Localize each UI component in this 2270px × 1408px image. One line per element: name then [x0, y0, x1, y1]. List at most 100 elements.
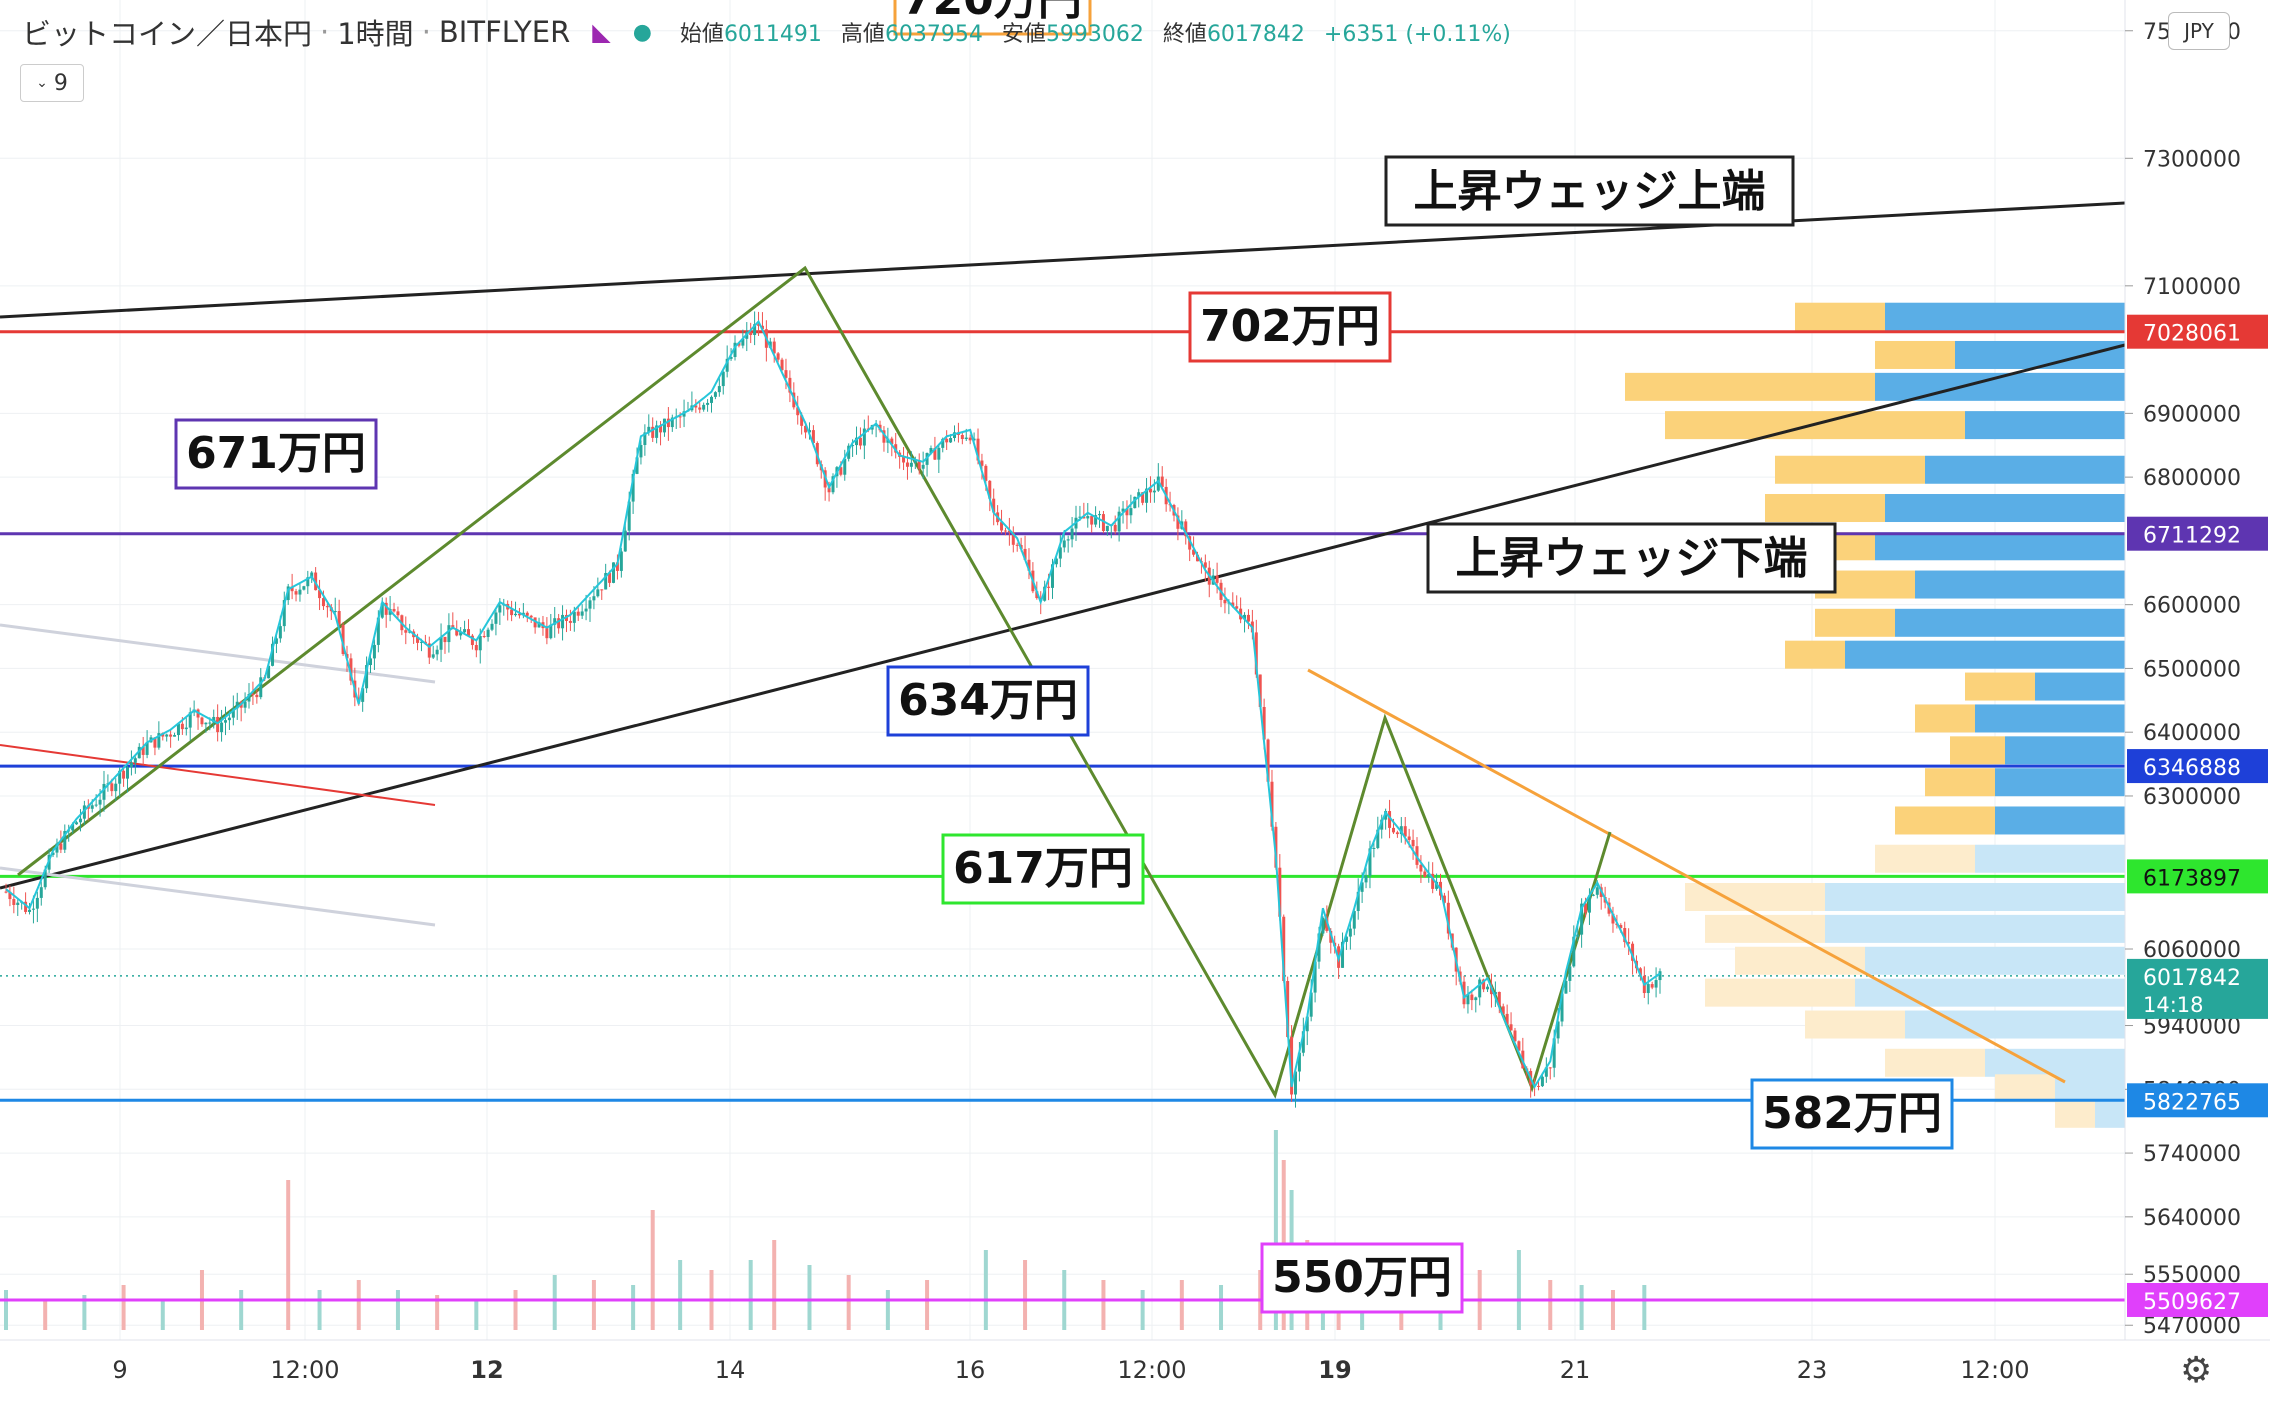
wedge-lower-line[interactable]: [0, 343, 2126, 890]
candle-body: [1047, 586, 1051, 588]
flag-icon[interactable]: ◣: [592, 18, 611, 46]
candle-body: [443, 636, 447, 643]
price-tag[interactable]: [2127, 958, 2268, 1019]
candle-body: [1027, 559, 1031, 571]
candle-body: [1470, 994, 1474, 1001]
candle-body: [831, 476, 835, 493]
wedge-label-box[interactable]: [1384, 155, 1795, 227]
candle-body: [498, 605, 502, 613]
candle-body: [572, 611, 576, 623]
volume-bar: [591, 1280, 596, 1330]
gear-icon[interactable]: ⚙: [2180, 1350, 2213, 1391]
candle-body: [478, 636, 482, 651]
level-label-box[interactable]: [1260, 1242, 1464, 1314]
level-label-box[interactable]: [886, 665, 1090, 737]
candle-body: [24, 901, 28, 912]
interval-label[interactable]: 1時間: [337, 17, 414, 51]
candle-body: [980, 460, 984, 466]
candle-body: [1148, 488, 1152, 493]
candle-body: [157, 733, 161, 748]
x-tick-label: 12:00: [270, 1356, 339, 1384]
volume-profile-buy: [2055, 1074, 2125, 1103]
candle-body: [114, 783, 118, 792]
candle-body: [1384, 811, 1388, 820]
price-tag[interactable]: [2127, 859, 2268, 894]
candle-body: [369, 658, 373, 666]
x-tick-label: 23: [1797, 1356, 1828, 1384]
candle-body: [255, 694, 259, 698]
candle-body: [188, 712, 192, 728]
candle-body: [1231, 602, 1235, 607]
y-tick-label: 7300000: [2143, 147, 2241, 172]
candle-body: [1133, 496, 1137, 509]
volume-bar: [395, 1290, 400, 1330]
candle-body: [1356, 891, 1360, 912]
candle-body: [1376, 829, 1380, 848]
candle-body: [909, 462, 913, 467]
volume-bar: [239, 1290, 244, 1330]
candle-body: [463, 629, 467, 633]
volume-bar: [435, 1295, 440, 1330]
candle-body: [776, 353, 780, 360]
top-label-box[interactable]: [893, 0, 1092, 36]
candle-body: [709, 396, 713, 403]
volume-profile-sell: [1805, 1010, 1905, 1039]
candle-body: [439, 636, 443, 650]
symbol-name[interactable]: ビットコイン／日本円: [22, 17, 313, 51]
candle-body: [655, 425, 659, 438]
candle-body: [1011, 532, 1015, 545]
price-tag[interactable]: [2127, 1282, 2268, 1317]
candle-body: [251, 694, 255, 696]
candle-body: [137, 746, 141, 759]
currency-badge[interactable]: JPY: [2168, 12, 2230, 50]
volume-profile-buy: [1825, 883, 2125, 911]
indicator-legend-toggle[interactable]: ⌄ 9: [20, 64, 84, 102]
candle-body: [1501, 1006, 1505, 1014]
volume-bar: [121, 1285, 126, 1330]
candle-body: [1423, 871, 1427, 877]
level-label-box[interactable]: [174, 418, 378, 490]
candle-body: [807, 430, 811, 433]
candle-body: [623, 530, 627, 552]
candle-body: [1587, 895, 1591, 913]
price-tag[interactable]: [2127, 1083, 2268, 1118]
volume-bar: [552, 1275, 557, 1330]
level-label-box[interactable]: [941, 833, 1145, 905]
price-tag-value: 7028061: [2143, 322, 2241, 347]
channel-lower-line[interactable]: [0, 866, 436, 927]
level-label-box[interactable]: [1188, 291, 1392, 363]
candle-body: [1536, 1085, 1540, 1087]
price-tag[interactable]: [2127, 314, 2268, 349]
candle-body: [1121, 508, 1125, 512]
volume-bar: [1273, 1130, 1278, 1330]
wedge-label-box[interactable]: [1426, 522, 1837, 594]
price-tag[interactable]: [2127, 516, 2268, 551]
candle-body: [282, 600, 286, 627]
candle-body: [780, 359, 784, 371]
candle-body: [416, 637, 420, 643]
candle-body: [1066, 539, 1070, 541]
candle-body: [1176, 515, 1180, 529]
candle-body: [1113, 524, 1117, 532]
candle-body: [1254, 632, 1258, 675]
red-trend-line[interactable]: [0, 744, 436, 806]
volume-bar: [631, 1285, 636, 1330]
level-label-box[interactable]: [1750, 1078, 1954, 1150]
candle-body: [1568, 966, 1572, 981]
candle-body: [28, 909, 32, 912]
candle-body: [278, 626, 282, 639]
channel-upper-line[interactable]: [0, 623, 436, 684]
orange-trend-line[interactable]: [1307, 668, 2066, 1084]
volume-profile-buy: [1975, 704, 2125, 733]
y-tick-label: 6800000: [2143, 466, 2241, 491]
pattern-zigzag[interactable]: [17, 265, 1612, 1099]
candle-body: [1411, 839, 1415, 847]
time-axis[interactable]: [0, 1340, 2270, 1404]
candle-body: [1305, 1016, 1309, 1032]
candle-body: [1403, 826, 1407, 837]
x-tick-label: 14: [715, 1356, 746, 1384]
candle-body: [1580, 903, 1584, 935]
volume-profile-buy: [1885, 494, 2125, 523]
price-tag[interactable]: [2127, 749, 2268, 784]
